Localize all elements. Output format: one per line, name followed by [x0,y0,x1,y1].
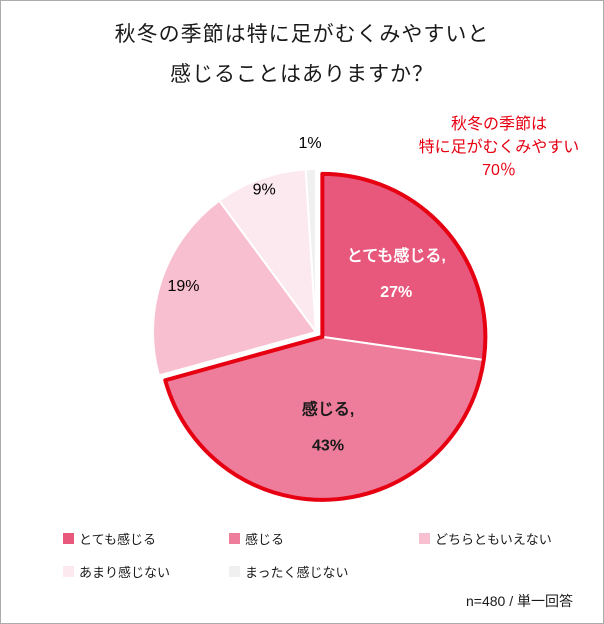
highlight-annotation-line-1: 秋冬の季節は [450,116,547,133]
legend-item-1: 感じる [229,529,284,548]
legend-item-label: まったく感じない [245,565,349,580]
legend-item-2: どちらともいえない [419,529,552,548]
pie-slice-3 [218,168,317,333]
pie-slice-4 [304,168,317,333]
pie-slice-0 [321,172,487,362]
pie-label-4: 1% [298,135,321,152]
pie-label-1: 感じる, 43% [302,399,354,454]
legend-swatch-icon [229,533,240,544]
legend-swatch-icon [229,566,240,577]
legend-item-label: 感じる [245,532,285,547]
legend-item-label: どちらともいえない [435,532,552,547]
pie-label-0: とても感じる, 27% [347,246,446,301]
pie-label-2: 19% [168,278,200,295]
chart-title-line-2: 感じることはありますか？ [170,63,434,86]
highlight-annotation-line-2: 特に足がむくみやすい [418,139,580,156]
chart-legend: とても感じる 感じる どちらともいえないあまり感じない まったく感じない [1,529,603,597]
legend-item-label: あまり感じない [79,565,171,580]
highlight-annotation: 秋冬の季節は 特に足がむくみやすい 70％ [403,113,595,182]
sample-size-note: n=480 / 単一回答 [466,593,573,609]
highlight-group-outline [163,171,488,502]
legend-item-label: とても感じる [79,532,156,547]
legend-swatch-icon [419,533,430,544]
legend-item-3: あまり感じない [63,562,170,581]
chart-title: 秋冬の季節は特に足がむくみやすいと 感じることはありますか？ [1,15,603,95]
legend-swatch-icon [63,566,74,577]
legend-item-4: まったく感じない [229,562,348,581]
chart-title-line-1: 秋冬の季節は特に足がむくみやすいと [114,23,490,46]
legend-swatch-icon [63,533,74,544]
pie-label-3: 9% [253,182,276,199]
pie-slice-2 [152,199,317,377]
highlight-annotation-line-3: 70％ [482,162,516,179]
legend-item-0: とても感じる [63,529,156,548]
